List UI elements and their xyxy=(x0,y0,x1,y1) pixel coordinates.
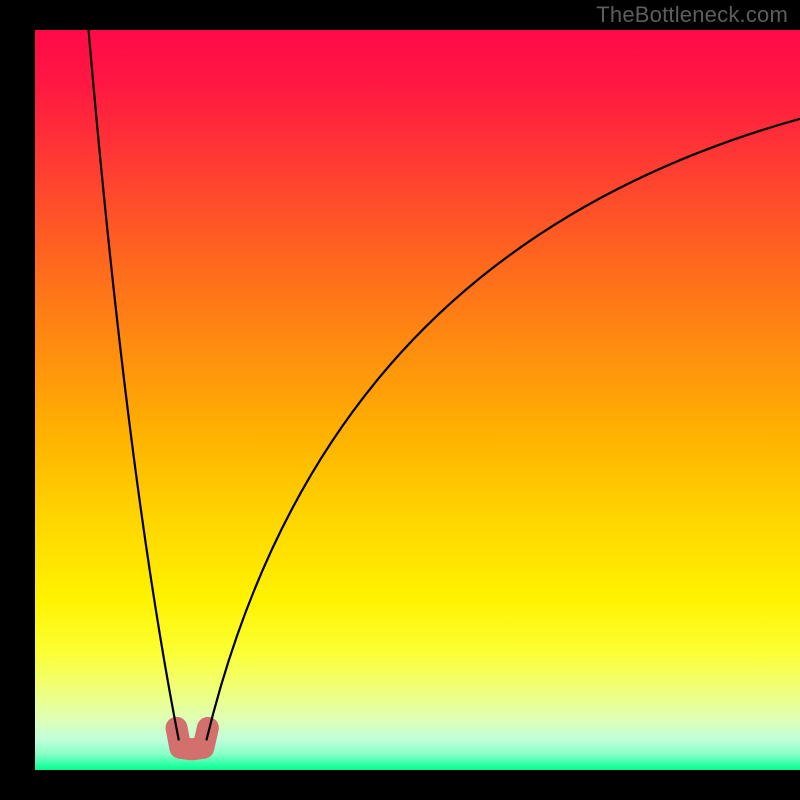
bottleneck-chart xyxy=(0,0,800,800)
plot-background-gradient xyxy=(35,30,800,770)
watermark-text: TheBottleneck.com xyxy=(596,2,788,28)
chart-container: TheBottleneck.com xyxy=(0,0,800,800)
